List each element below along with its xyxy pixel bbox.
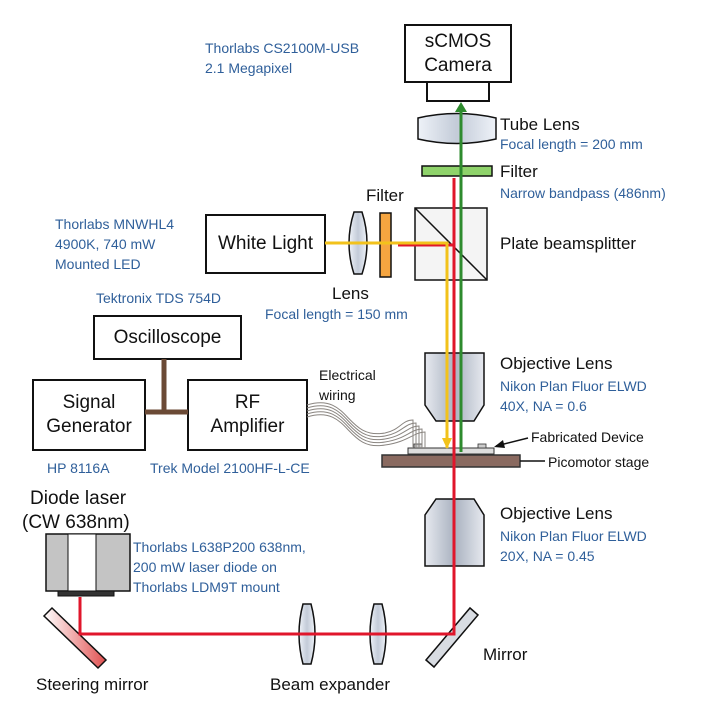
camera-label: sCMOS Camera [424, 31, 492, 76]
electrical-wiring-text: Electrical wiring [319, 367, 376, 403]
objective-40x-spec-text: Nikon Plan Fluor ELWD 40X, NA = 0.6 [500, 378, 647, 414]
beam-expander-text: Beam expander [270, 675, 391, 694]
amplifier-model-text: Trek Model 2100HF-L-CE [150, 460, 310, 476]
tube-lens-shape [417, 112, 497, 145]
picomotor-stage-text: Picomotor stage [548, 454, 650, 470]
white-light-label: White Light [217, 233, 314, 254]
rf-amplifier-label: RF Amplifier [210, 392, 285, 437]
oscilloscope-model-text: Tektronix TDS 754D [96, 290, 222, 306]
steering-mirror-text: Steering mirror [36, 675, 149, 694]
signal-generator-model-text: HP 8116A [47, 460, 110, 476]
mirror-text: Mirror [483, 645, 528, 664]
diode-laser-title: Diode laser (CW 638nm) [22, 488, 130, 533]
plate-beamsplitter-title: Plate beamsplitter [500, 234, 637, 253]
side-filter-shape [379, 212, 392, 278]
top-filter-shape [421, 165, 493, 177]
led-model-text: Thorlabs MNWHL4 4900K, 740 mW Mounted LED [55, 216, 175, 272]
fabricated-device-text: Fabricated Device [531, 429, 644, 445]
tube-lens-title: Tube Lens [500, 115, 580, 134]
lens-title: Lens [332, 284, 369, 303]
white-light-box [205, 214, 326, 274]
lens-focal-text: Focal length = 150 mm [265, 306, 408, 322]
diode-model-text: Thorlabs L638P200 638nm, 200 mW laser dio… [133, 539, 306, 595]
rf-amplifier-box [187, 379, 308, 451]
signal-cables [145, 359, 188, 415]
objective-20x-spec-text: Nikon Plan Fluor ELWD 20X, NA = 0.45 [500, 528, 647, 564]
side-filter-title: Filter [366, 186, 404, 205]
electrical-wiring-lines [306, 402, 426, 448]
top-filter-spec-text: Narrow bandpass (486nm) [500, 185, 666, 201]
tube-lens-focal-text: Focal length = 200 mm [500, 136, 643, 152]
picomotor-stage-shape [381, 454, 521, 468]
steering-mirror-shape [42, 606, 108, 670]
mirror-shape [424, 606, 480, 669]
oscilloscope-box [93, 315, 242, 360]
camera-mount [426, 81, 490, 102]
objective-40x-title: Objective Lens [500, 354, 613, 373]
camera-box [404, 24, 512, 83]
laser-beam-path [78, 178, 456, 636]
white-light-beam [325, 241, 449, 448]
signal-generator-label: Signal Generator [46, 392, 132, 437]
objective-20x-title: Objective Lens [500, 504, 613, 523]
camera-model-text: Thorlabs CS2100M-USB 2.1 Megapixel [205, 40, 360, 76]
top-filter-title: Filter [500, 162, 538, 181]
oscilloscope-label: Oscilloscope [113, 327, 222, 348]
signal-generator-box [32, 379, 146, 451]
